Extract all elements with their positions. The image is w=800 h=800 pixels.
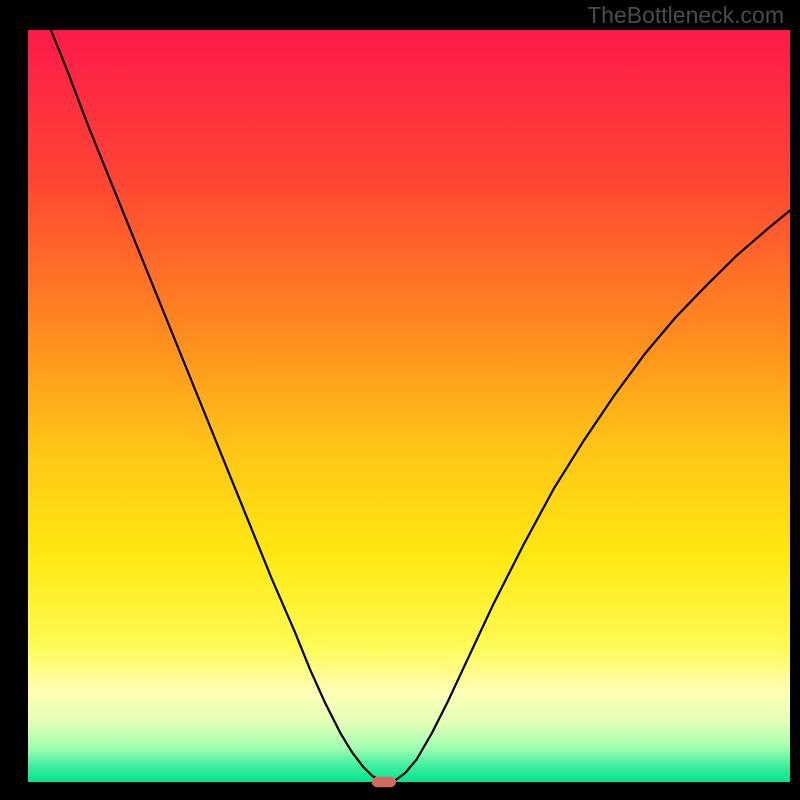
chart-plot-area [28, 30, 790, 782]
bottleneck-chart [0, 0, 800, 800]
optimum-marker [372, 777, 396, 788]
watermark-text: TheBottleneck.com [587, 2, 784, 29]
